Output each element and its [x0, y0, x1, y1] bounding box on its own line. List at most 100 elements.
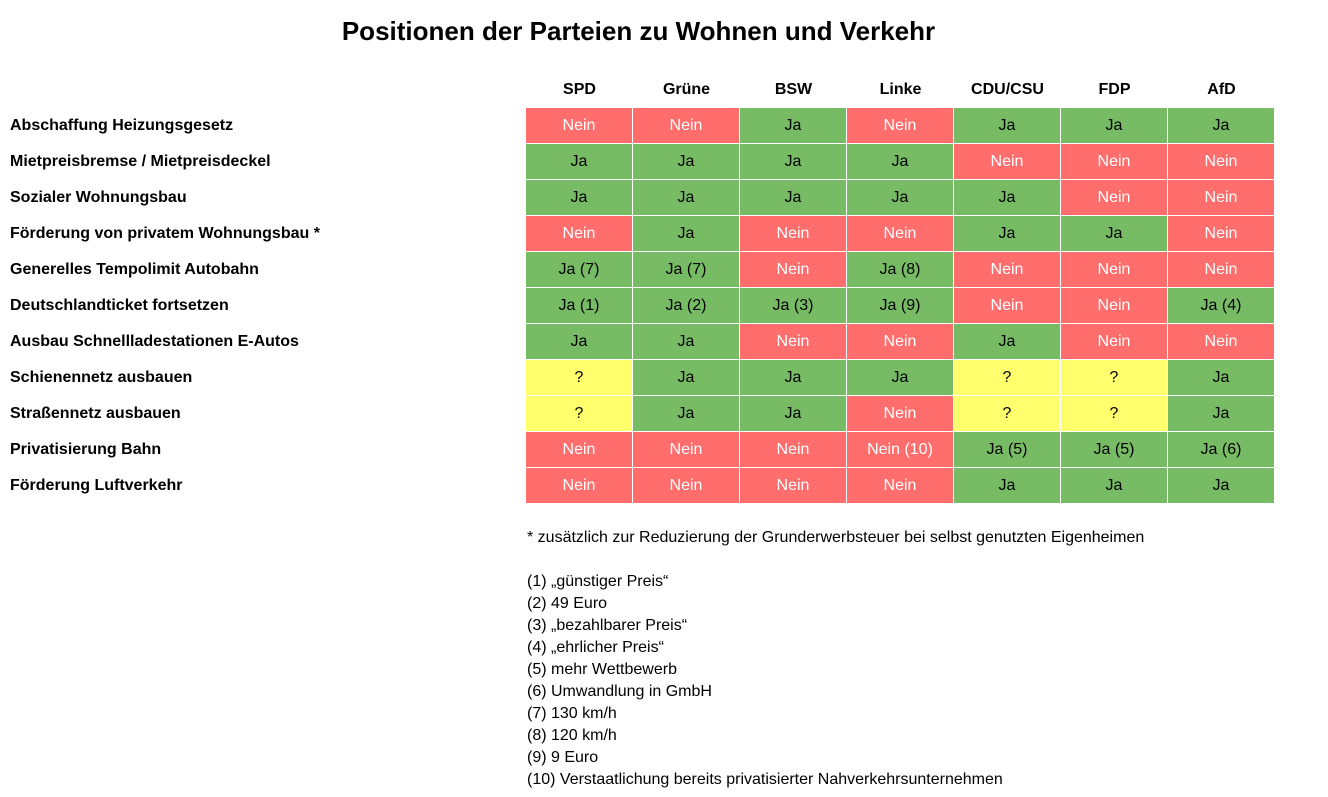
position-cell: Nein [1168, 324, 1275, 360]
position-cell: Ja [847, 360, 954, 396]
party-header-row: SPD Grüne BSW Linke CDU/CSU FDP AfD [526, 80, 1275, 102]
position-cell: Ja [633, 144, 740, 180]
footnote-item: (5) mehr Wettbewerb [527, 661, 677, 678]
position-cell: Nein [526, 432, 633, 468]
position-cell: Ja [633, 216, 740, 252]
position-cell: Nein [1061, 324, 1168, 360]
position-cell: Ja (1) [526, 288, 633, 324]
position-cell: Ja (5) [954, 432, 1061, 468]
position-cell: Ja (5) [1061, 432, 1168, 468]
party-header-bsw: BSW [774, 81, 813, 98]
position-cell: Ja [1061, 216, 1168, 252]
position-cell: Ja (4) [1168, 288, 1275, 324]
position-cell: Nein [1168, 252, 1275, 288]
position-cell: Nein [847, 396, 954, 432]
position-cell: Ja (3) [740, 288, 847, 324]
position-cell: ? [1061, 396, 1168, 432]
position-cell: Nein [526, 468, 633, 504]
position-cell: Ja (7) [633, 252, 740, 288]
footnote-item: (7) 130 km/h [527, 705, 617, 722]
position-cell: Nein [1061, 144, 1168, 180]
position-cell: Nein [1168, 144, 1275, 180]
position-cell: Nein [740, 216, 847, 252]
party-header-gruene: Grüne [662, 81, 711, 98]
party-header-spd: SPD [563, 81, 596, 98]
position-cell: Nein [954, 288, 1061, 324]
position-cell: Ja [740, 108, 847, 144]
position-cell: ? [526, 360, 633, 396]
position-cell: Ja [1168, 360, 1275, 396]
topic-label: Förderung von privatem Wohnungsbau * [10, 225, 320, 242]
topic-label: Privatisierung Bahn [10, 441, 162, 458]
position-cell: Nein [847, 216, 954, 252]
chart-title: Positionen der Parteien zu Wohnen und Ve… [341, 16, 936, 46]
position-cell: Nein [740, 324, 847, 360]
position-cell: Nein [1061, 252, 1168, 288]
topic-label: Abschaffung Heizungsgesetz [10, 117, 234, 134]
footnote-item: (1) „günstiger Preis“ [527, 573, 669, 590]
positions-grid: Nein Nein Ja Nein Ja Ja Ja Ja Ja Ja Ja Nein Nein Nein… [526, 108, 1275, 504]
topic-label: Straßennetz ausbauen [10, 405, 181, 422]
footnote-item: (10) Verstaatlichung bereits privatisier… [527, 771, 1003, 788]
position-cell: Ja [1168, 396, 1275, 432]
position-cell: Nein [526, 108, 633, 144]
position-cell: Ja [954, 180, 1061, 216]
footnote-item: (9) 9 Euro [527, 749, 599, 766]
position-cell: Ja [633, 396, 740, 432]
position-cell: Nein [1168, 180, 1275, 216]
position-cell: Ja [740, 360, 847, 396]
position-cell: Nein [526, 216, 633, 252]
position-cell: Nein [847, 108, 954, 144]
position-cell: Ja (9) [847, 288, 954, 324]
position-cell: Nein [1168, 216, 1275, 252]
topic-label: Mietpreisbremse / Mietpreisdeckel [10, 153, 271, 170]
party-header-cdu-csu: CDU/CSU [971, 81, 1044, 98]
position-cell: Ja (7) [526, 252, 633, 288]
position-cell: Nein (10) [847, 432, 954, 468]
topic-label: Deutschlandticket fortsetzen [10, 297, 229, 314]
position-cell: Nein [633, 432, 740, 468]
position-cell: Ja [740, 396, 847, 432]
position-cell: ? [954, 360, 1061, 396]
asterisk-note: * zusätzlich zur Reduzierung der Grunder… [527, 529, 1145, 546]
position-cell: Ja (6) [1168, 432, 1275, 468]
topic-label: Förderung Luftverkehr [10, 477, 183, 494]
footnote-item: (2) 49 Euro [527, 595, 608, 612]
position-cell: Ja [740, 144, 847, 180]
position-cell: Ja [633, 324, 740, 360]
topic-label: Generelles Tempolimit Autobahn [10, 261, 259, 278]
position-cell: Ja [847, 180, 954, 216]
position-cell: Nein [954, 144, 1061, 180]
position-cell: Nein [847, 324, 954, 360]
position-cell: Ja [633, 180, 740, 216]
position-cell: Nein [633, 108, 740, 144]
position-cell: Ja [954, 468, 1061, 504]
position-cell: Ja (8) [847, 252, 954, 288]
position-cell: Ja (2) [633, 288, 740, 324]
position-cell: ? [954, 396, 1061, 432]
position-cell: ? [526, 396, 633, 432]
position-cell: Nein [740, 432, 847, 468]
position-cell: Ja [633, 360, 740, 396]
topic-label: Schienennetz ausbauen [10, 369, 193, 386]
position-cell: Ja [1061, 468, 1168, 504]
footnote-item: (4) „ehrlicher Preis“ [527, 639, 664, 656]
position-cell: Ja [1168, 468, 1275, 504]
position-cell: Ja [954, 324, 1061, 360]
party-header-afd: AfD [1207, 81, 1236, 98]
position-cell: ? [1061, 360, 1168, 396]
position-cell: Ja [1061, 108, 1168, 144]
position-cell: Nein [954, 252, 1061, 288]
position-cell: Ja [526, 180, 633, 216]
position-cell: Nein [740, 468, 847, 504]
position-cell: Nein [1061, 180, 1168, 216]
footnote-list: (1) „günstiger Preis“ (2) 49 Euro (3) „bez… [527, 571, 1144, 791]
position-cell: Ja [1168, 108, 1275, 144]
position-cell: Ja [740, 180, 847, 216]
notes-section: * zusätzlich zur Reduzierung der Grunder… [527, 527, 1144, 791]
position-cell: Ja [954, 216, 1061, 252]
party-header-linke: Linke [879, 81, 922, 98]
footnote-item: (3) „bezahlbarer Preis“ [527, 617, 688, 634]
footnote-item: (8) 120 km/h [527, 727, 617, 744]
party-header-fdp: FDP [1098, 81, 1131, 98]
